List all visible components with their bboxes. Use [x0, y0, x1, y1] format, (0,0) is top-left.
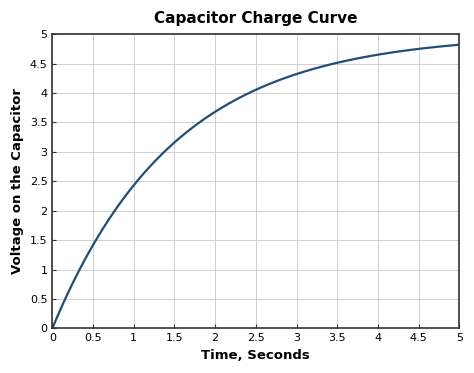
- Y-axis label: Voltage on the Capacitor: Voltage on the Capacitor: [11, 88, 24, 275]
- X-axis label: Time, Seconds: Time, Seconds: [201, 349, 310, 362]
- Title: Capacitor Charge Curve: Capacitor Charge Curve: [154, 11, 357, 26]
